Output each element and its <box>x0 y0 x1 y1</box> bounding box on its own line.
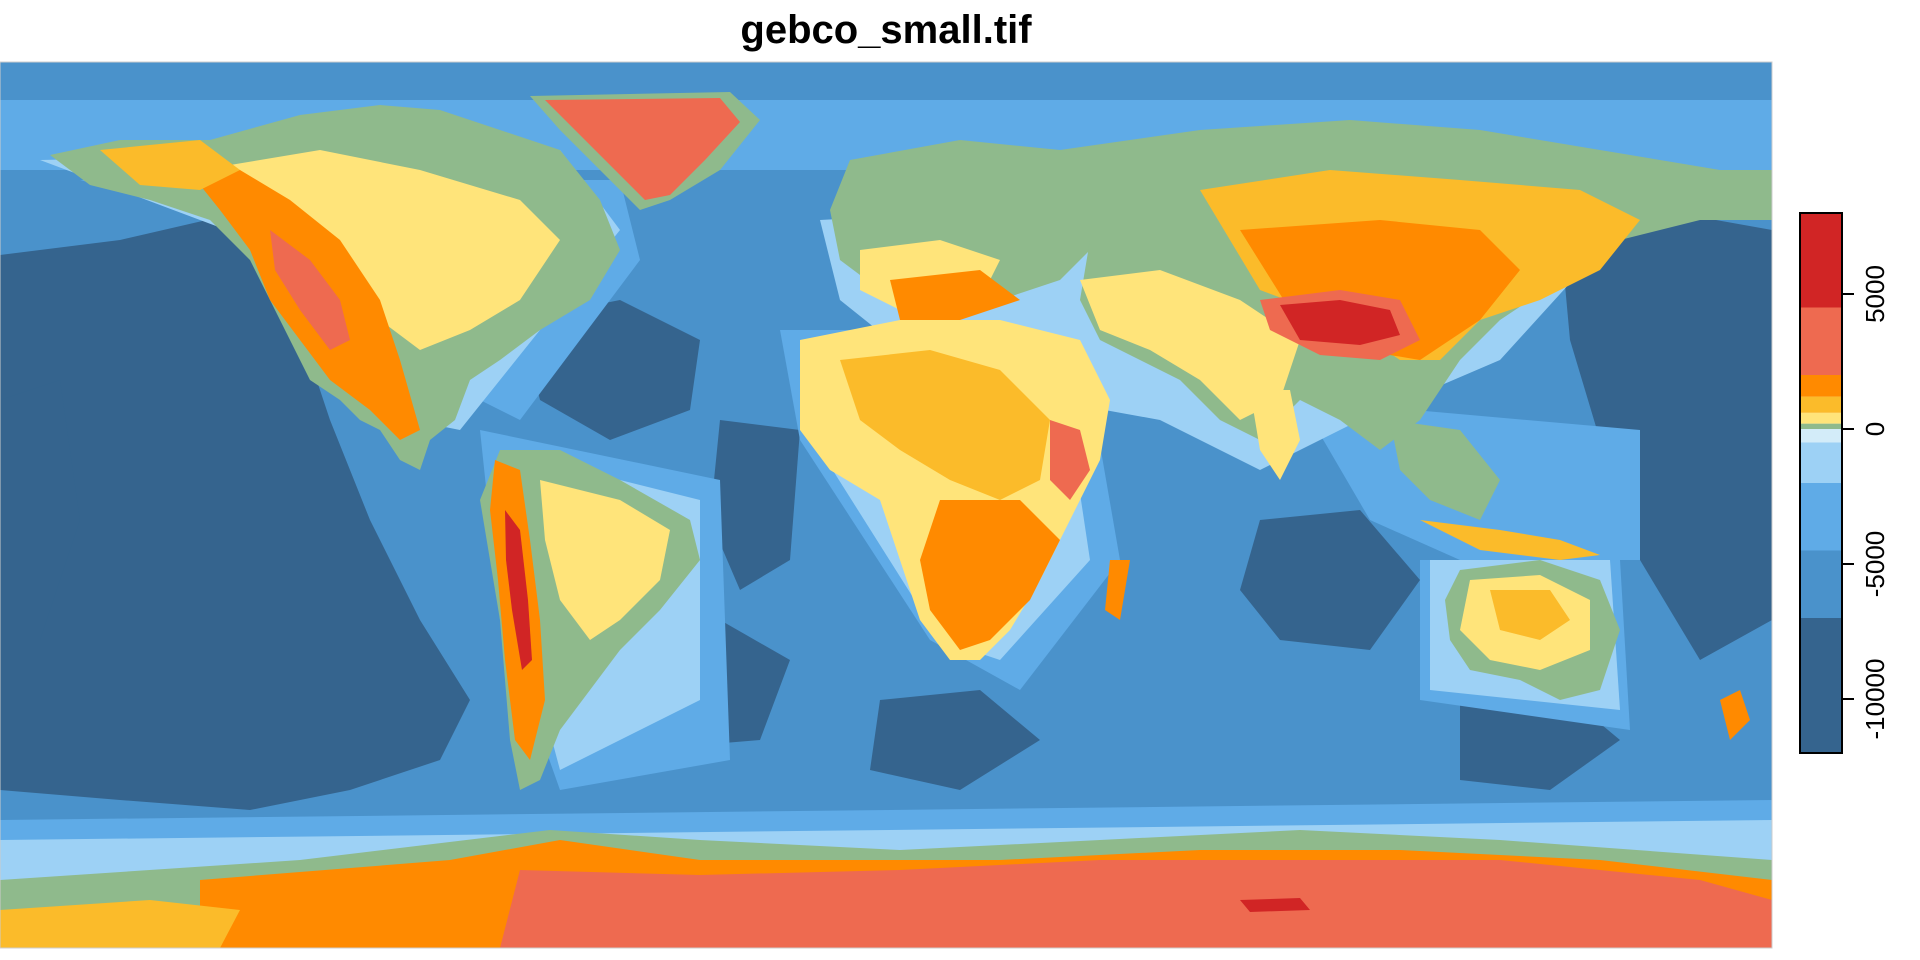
legend-tick-label: -10000 <box>1860 659 1890 740</box>
elevation-legend: 5000 0 -5000 -10000 <box>1799 212 1890 754</box>
legend-class-5 <box>1800 423 1842 429</box>
legend-class-9 <box>1800 307 1842 375</box>
legend-class-10 <box>1800 213 1842 308</box>
north-america <box>50 105 620 470</box>
legend-ticks: 5000 0 -5000 -10000 <box>1842 265 1890 739</box>
legend-class-7 <box>1800 396 1842 413</box>
legend-class-1 <box>1800 550 1842 618</box>
legend-colorbar <box>1800 213 1842 753</box>
legend-class-6 <box>1800 412 1842 424</box>
legend-class-3 <box>1800 442 1842 483</box>
map-frame <box>0 61 1773 949</box>
legend-tick-label: -5000 <box>1860 531 1890 598</box>
legend-class-4 <box>1800 429 1842 443</box>
africa <box>800 320 1130 660</box>
legend-tick-label: 0 <box>1860 422 1890 436</box>
legend-class-8 <box>1800 375 1842 397</box>
legend-class-0 <box>1800 618 1842 753</box>
australia <box>1445 560 1620 700</box>
legend-tick-label: 5000 <box>1860 265 1890 323</box>
indonesia-islands <box>1420 520 1600 560</box>
south-america <box>480 450 700 790</box>
legend-frame <box>1799 212 1843 754</box>
plot-title: gebco_small.tif <box>740 8 1032 52</box>
antarctica <box>0 830 1772 948</box>
new-zealand <box>1720 690 1750 740</box>
elevation-raster[interactable] <box>0 62 1772 948</box>
europe <box>830 140 1120 320</box>
greenland <box>530 92 760 210</box>
legend-class-2 <box>1800 483 1842 551</box>
asia <box>1060 120 1772 520</box>
